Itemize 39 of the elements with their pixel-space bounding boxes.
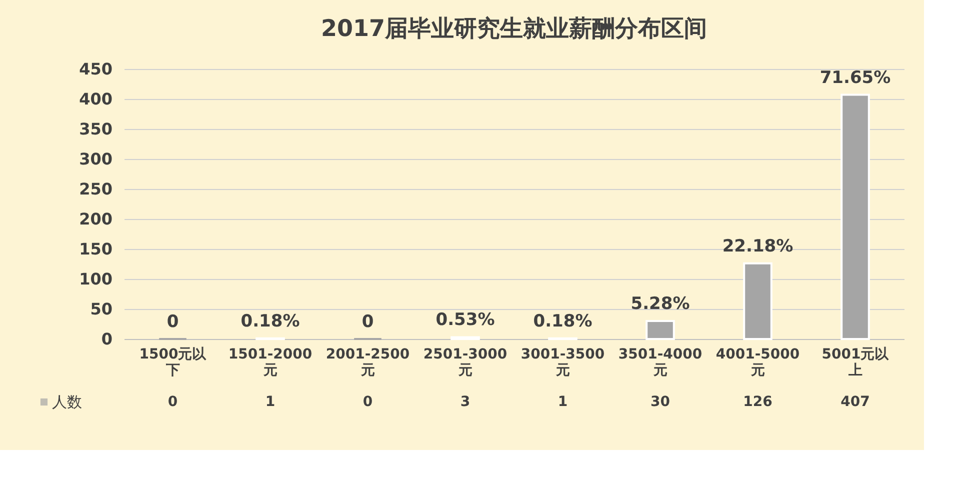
annotation: 5.28% — [630, 294, 690, 314]
x-tick-label: 2501-3000元 — [423, 346, 508, 378]
bar — [840, 94, 870, 340]
y-tick-label: 100 — [79, 270, 112, 288]
x-tick-label: 1500元以下 — [139, 346, 208, 378]
x-tick-label: 3001-3500元 — [520, 346, 605, 378]
annotation: 0.18% — [533, 311, 592, 332]
y-tick-label: 200 — [79, 210, 112, 228]
data-label: 0 — [362, 394, 373, 410]
x-tick-label: 2001-2500元 — [326, 346, 410, 378]
annotation: 0 — [362, 312, 374, 332]
annotation: 0.53% — [436, 310, 495, 330]
data-label: 1 — [265, 394, 276, 410]
data-label: 126 — [743, 394, 772, 410]
data-label: 0 — [168, 394, 178, 410]
x-tick-label: 5001元以上 — [822, 346, 890, 378]
annotation: 0.18% — [240, 311, 300, 332]
y-tick-label: 350 — [79, 120, 112, 138]
y-tick-label: 150 — [79, 240, 112, 258]
data-label: 3 — [460, 394, 470, 410]
y-tick-label: 50 — [90, 300, 112, 318]
x-tick-label: 3501-4000元 — [618, 346, 702, 378]
y-tick-label: 300 — [79, 150, 112, 168]
bar — [646, 320, 675, 340]
chart-title: 2017届毕业研究生就业薪酬分布区间 — [320, 15, 708, 42]
y-tick-label: 0 — [101, 330, 112, 348]
bar — [743, 262, 772, 340]
data-label: 407 — [840, 394, 870, 410]
legend-label: 人数 — [52, 393, 82, 411]
y-tick-label: 250 — [79, 180, 112, 198]
x-tick-label: 4001-5000元 — [716, 346, 800, 378]
y-tick-label: 400 — [79, 90, 112, 108]
x-tick-label: 1501-2000元 — [228, 346, 312, 378]
annotation: 0 — [166, 312, 179, 332]
data-label: 30 — [650, 394, 670, 410]
y-tick-label: 450 — [79, 60, 112, 78]
annotation: 22.18% — [722, 236, 794, 256]
annotation: 71.65% — [820, 68, 891, 88]
data-label: 1 — [558, 394, 568, 410]
